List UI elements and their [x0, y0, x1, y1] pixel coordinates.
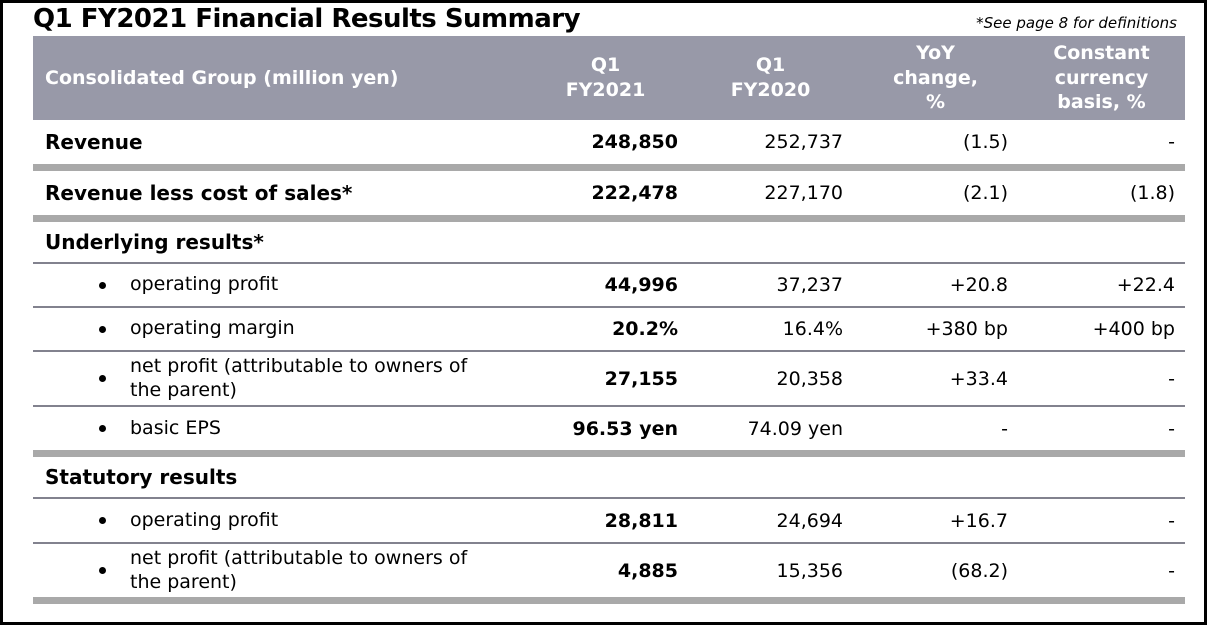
row-label: operating profit	[33, 509, 523, 533]
row-label: net profit (attributable to owners of th…	[33, 547, 523, 595]
value-yoy-change: +33.4	[949, 367, 1008, 390]
separator	[33, 262, 1185, 264]
table-row-basic-eps: basic EPS 96.53 yen 74.09 yen - -	[33, 407, 1185, 450]
value-q1-fy2021: 44,996	[604, 274, 678, 296]
slide-header: Q1 FY2021 Financial Results Summary *See…	[3, 3, 1204, 36]
section-label: Statutory results	[45, 465, 238, 489]
value-q1-fy2020: 74.09 yen	[747, 417, 843, 440]
value-q1-fy2021: 27,155	[604, 367, 678, 390]
section-header-underlying-results: Underlying results*	[33, 222, 1185, 262]
separator	[33, 542, 1185, 544]
table-row-revenue-less-cost: Revenue less cost of sales* 222,478 227,…	[33, 171, 1185, 215]
bullet-icon	[99, 325, 106, 333]
section-label: Underlying results*	[45, 230, 264, 254]
bullet-icon	[99, 425, 106, 432]
value-constant-currency: +22.4	[1116, 274, 1175, 296]
value-q1-fy2020: 16.4%	[782, 318, 843, 340]
value-q1-fy2020: 227,170	[764, 182, 843, 204]
row-label: Revenue	[45, 130, 143, 154]
row-label-text: net profit (attributable to owners of th…	[130, 546, 468, 593]
column-header-constant-currency: Constant currency basis, %	[1053, 41, 1150, 114]
value-constant-currency: (1.8)	[1129, 182, 1175, 204]
bullet-icon	[99, 567, 106, 574]
separator	[33, 405, 1185, 407]
bullet-icon	[99, 517, 106, 524]
separator	[33, 497, 1185, 499]
value-yoy-change: (2.1)	[962, 182, 1008, 204]
row-label-text: operating profit	[130, 273, 279, 296]
value-q1-fy2020: 15,356	[776, 559, 843, 582]
column-header-q1-fy2021: Q1 FY2021	[565, 54, 646, 101]
column-header-consolidated-group: Consolidated Group (million yen)	[45, 66, 399, 89]
column-header-q1-fy2020: Q1 FY2020	[730, 54, 811, 101]
value-constant-currency: -	[1168, 417, 1175, 440]
value-q1-fy2020: 252,737	[764, 131, 843, 153]
value-q1-fy2020: 37,237	[776, 274, 843, 296]
table-row-underlying-operating-profit: operating profit 44,996 37,237 +20.8 +22…	[33, 264, 1185, 306]
table-row-statutory-net-profit: net profit (attributable to owners of th…	[33, 544, 1185, 597]
value-constant-currency: -	[1168, 509, 1175, 532]
separator	[33, 350, 1185, 352]
value-yoy-change: (68.2)	[950, 559, 1008, 582]
value-constant-currency: -	[1168, 559, 1175, 582]
row-label: operating profit	[33, 273, 523, 297]
value-q1-fy2021: 96.53 yen	[572, 417, 678, 440]
value-yoy-change: +380 bp	[925, 318, 1008, 340]
value-yoy-change: (1.5)	[962, 131, 1008, 153]
value-q1-fy2021: 20.2%	[612, 318, 678, 340]
row-label: basic EPS	[33, 417, 523, 441]
bullet-icon	[99, 281, 106, 289]
table-header-row: Consolidated Group (million yen) Q1 FY20…	[33, 36, 1185, 120]
row-label-text: operating margin	[130, 317, 295, 340]
row-label-text: operating profit	[130, 508, 279, 531]
page-title: Q1 FY2021 Financial Results Summary	[33, 4, 581, 34]
row-label: net profit (attributable to owners of th…	[33, 355, 523, 403]
value-constant-currency: -	[1168, 367, 1175, 390]
table-row-revenue: Revenue 248,850 252,737 (1.5) -	[33, 120, 1185, 164]
value-yoy-change: +20.8	[949, 274, 1008, 296]
column-header-yoy-change: YoY change, %	[893, 41, 978, 114]
value-constant-currency: +400 bp	[1092, 318, 1175, 340]
separator	[33, 306, 1185, 308]
separator	[33, 215, 1185, 222]
table-row-statutory-operating-profit: operating profit 28,811 24,694 +16.7 -	[33, 499, 1185, 542]
value-constant-currency: -	[1168, 131, 1175, 153]
value-q1-fy2021: 248,850	[591, 131, 678, 153]
bullet-icon	[99, 375, 106, 382]
table-row-underlying-net-profit: net profit (attributable to owners of th…	[33, 352, 1185, 405]
value-q1-fy2021: 28,811	[604, 509, 678, 532]
section-header-statutory-results: Statutory results	[33, 457, 1185, 497]
row-label: operating margin	[33, 317, 523, 341]
row-label-text: basic EPS	[130, 416, 221, 439]
value-q1-fy2021: 222,478	[591, 182, 678, 204]
value-q1-fy2020: 20,358	[776, 367, 843, 390]
row-label-text: net profit (attributable to owners of th…	[130, 354, 468, 401]
separator	[33, 164, 1185, 171]
separator	[33, 450, 1185, 457]
value-q1-fy2020: 24,694	[776, 509, 843, 532]
table-row-underlying-operating-margin: operating margin 20.2% 16.4% +380 bp +40…	[33, 308, 1185, 350]
financial-results-table: Consolidated Group (million yen) Q1 FY20…	[33, 36, 1185, 604]
separator	[33, 597, 1185, 604]
value-yoy-change: -	[1001, 417, 1008, 440]
definitions-footnote: *See page 8 for definitions	[976, 14, 1177, 32]
value-q1-fy2021: 4,885	[617, 559, 678, 582]
value-yoy-change: +16.7	[949, 509, 1008, 532]
row-label: Revenue less cost of sales*	[45, 181, 353, 205]
